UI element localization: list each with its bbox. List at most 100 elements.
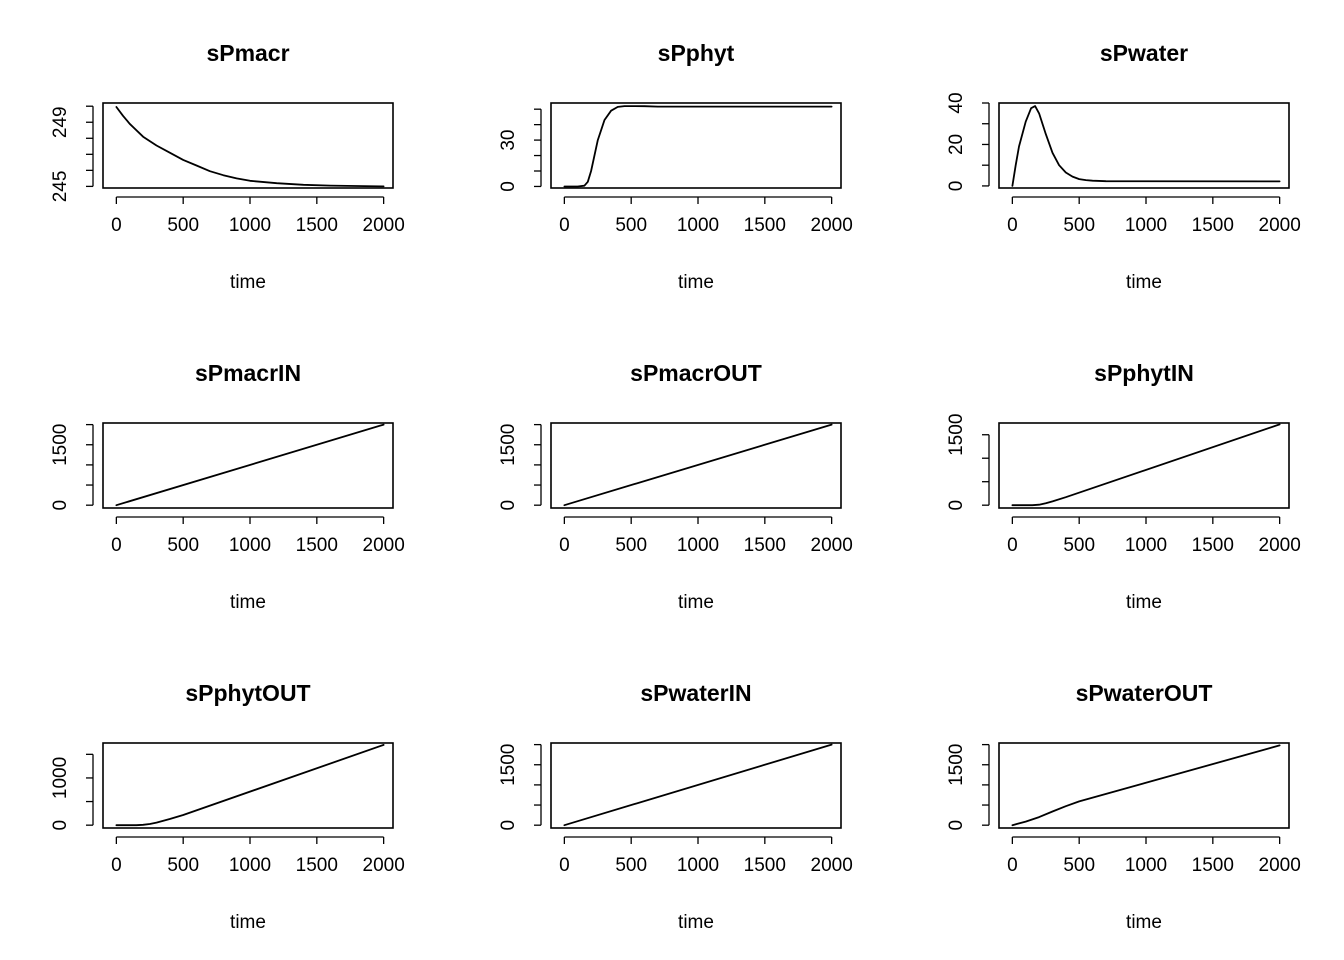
y-tick-label: 1500 bbox=[498, 424, 519, 466]
x-tick-label: 1500 bbox=[744, 215, 786, 236]
y-axis: 0 1500 bbox=[946, 744, 990, 831]
x-axis: 0 500 1000 1500 2000 bbox=[111, 196, 405, 236]
x-tick-label: 1500 bbox=[296, 215, 338, 236]
x-tick-label: 1000 bbox=[229, 535, 271, 556]
y-tick-label: 0 bbox=[498, 181, 519, 192]
series-line-sPmacr bbox=[115, 106, 385, 188]
series-line-sPwaterIN bbox=[563, 743, 833, 827]
panel-title: sPmacrIN bbox=[195, 360, 301, 386]
y-tick-label: 1500 bbox=[498, 744, 519, 786]
y-axis: 0 1500 bbox=[50, 424, 94, 510]
series-line-sPphyt bbox=[563, 105, 833, 188]
y-tick-label: 1000 bbox=[50, 757, 71, 799]
plot-frame bbox=[102, 422, 394, 509]
x-tick-label: 500 bbox=[167, 215, 199, 236]
x-tick-label: 500 bbox=[1063, 215, 1095, 236]
x-tick-label: 500 bbox=[167, 855, 199, 876]
panel-sPmacrOUT: sPmacrOUT 0 500 1000 1500 2000 0 1500 time bbox=[498, 360, 853, 613]
x-tick-label: 500 bbox=[1063, 535, 1095, 556]
series-line-sPphytOUT bbox=[115, 744, 385, 827]
series-line-sPmacrIN bbox=[115, 423, 385, 507]
x-tick-label: 0 bbox=[559, 855, 570, 876]
x-tick-label: 2000 bbox=[811, 535, 853, 556]
plot-frame bbox=[550, 102, 842, 189]
panel-sPwaterIN: sPwaterIN 0 500 1000 1500 2000 0 1500 time bbox=[498, 680, 853, 933]
plot-frame bbox=[102, 102, 394, 189]
x-tick-label: 0 bbox=[1007, 215, 1018, 236]
x-tick-label: 0 bbox=[559, 535, 570, 556]
x-tick-label: 500 bbox=[615, 535, 647, 556]
x-tick-label: 2000 bbox=[363, 855, 405, 876]
panel-title: sPmacr bbox=[206, 40, 289, 66]
x-tick-label: 0 bbox=[111, 535, 122, 556]
plot-frame bbox=[998, 102, 1290, 189]
x-tick-label: 500 bbox=[615, 855, 647, 876]
x-tick-label: 0 bbox=[1007, 535, 1018, 556]
panel-sPphyt: sPphyt 0 500 1000 1500 2000 0 30 time bbox=[498, 40, 853, 293]
y-tick-label: 0 bbox=[946, 181, 967, 192]
y-tick-label: 0 bbox=[498, 820, 519, 831]
x-tick-label: 1000 bbox=[1125, 855, 1167, 876]
x-tick-label: 1500 bbox=[1192, 855, 1234, 876]
y-tick-label: 0 bbox=[946, 820, 967, 831]
x-axis-label: time bbox=[230, 272, 266, 293]
x-tick-label: 1500 bbox=[744, 535, 786, 556]
series-line-sPwater bbox=[1011, 105, 1281, 187]
y-tick-label: 1500 bbox=[50, 424, 71, 466]
x-tick-label: 0 bbox=[111, 215, 122, 236]
x-axis-label: time bbox=[678, 912, 714, 933]
plot-frame bbox=[998, 742, 1290, 829]
x-tick-label: 1000 bbox=[677, 215, 719, 236]
x-tick-label: 2000 bbox=[1259, 535, 1301, 556]
panel-sPphytIN: sPphytIN 0 500 1000 1500 2000 0 1500 time bbox=[946, 360, 1301, 613]
x-axis-label: time bbox=[1126, 272, 1162, 293]
panel-title: sPphytIN bbox=[1094, 360, 1194, 386]
panel-title: sPmacrOUT bbox=[630, 360, 762, 386]
panel-sPwaterOUT: sPwaterOUT 0 500 1000 1500 2000 0 1500 time bbox=[946, 680, 1301, 933]
y-tick-label: 1500 bbox=[946, 414, 967, 456]
x-axis: 0 500 1000 1500 2000 bbox=[111, 516, 405, 556]
panel-sPwater: sPwater 0 500 1000 1500 2000 0 20 40 time bbox=[946, 40, 1301, 293]
x-tick-label: 500 bbox=[1063, 855, 1095, 876]
y-tick-label: 249 bbox=[50, 106, 71, 138]
y-tick-label: 245 bbox=[50, 171, 71, 203]
x-tick-label: 2000 bbox=[1259, 215, 1301, 236]
y-axis: 0 1500 bbox=[498, 424, 542, 510]
x-axis-label: time bbox=[1126, 592, 1162, 613]
series-line-sPmacrOUT bbox=[563, 423, 833, 507]
x-axis: 0 500 1000 1500 2000 bbox=[559, 516, 853, 556]
panel-title: sPphytOUT bbox=[185, 680, 310, 706]
x-axis-label: time bbox=[678, 272, 714, 293]
x-axis: 0 500 1000 1500 2000 bbox=[1007, 196, 1301, 236]
plot-frame bbox=[550, 422, 842, 509]
x-tick-label: 1000 bbox=[677, 855, 719, 876]
y-tick-label: 1500 bbox=[946, 744, 967, 786]
plot-frame bbox=[550, 742, 842, 829]
plot-frame bbox=[102, 742, 394, 829]
x-axis: 0 500 1000 1500 2000 bbox=[1007, 516, 1301, 556]
x-axis: 0 500 1000 1500 2000 bbox=[559, 836, 853, 876]
y-axis: 0 20 40 bbox=[946, 92, 990, 192]
x-tick-label: 1000 bbox=[1125, 215, 1167, 236]
y-tick-label: 30 bbox=[498, 130, 519, 151]
x-axis-label: time bbox=[1126, 912, 1162, 933]
panel-title: sPwaterOUT bbox=[1076, 680, 1213, 706]
x-tick-label: 2000 bbox=[363, 535, 405, 556]
x-tick-label: 1500 bbox=[296, 535, 338, 556]
panel-title: sPwater bbox=[1100, 40, 1188, 66]
panel-sPmacr: sPmacr 0 500 1000 1500 2000 245 249 time bbox=[50, 40, 405, 293]
x-axis-label: time bbox=[678, 592, 714, 613]
x-tick-label: 0 bbox=[559, 215, 570, 236]
y-axis: 245 249 bbox=[50, 105, 94, 203]
x-tick-label: 2000 bbox=[1259, 855, 1301, 876]
x-tick-label: 1000 bbox=[229, 215, 271, 236]
x-tick-label: 1500 bbox=[296, 855, 338, 876]
y-tick-label: 40 bbox=[946, 92, 967, 113]
series-line-sPwaterOUT bbox=[1011, 744, 1281, 827]
panel-title: sPwaterIN bbox=[640, 680, 751, 706]
series-line-sPphytIN bbox=[1011, 423, 1281, 507]
x-tick-label: 500 bbox=[167, 535, 199, 556]
y-axis: 0 30 bbox=[498, 108, 542, 192]
x-tick-label: 2000 bbox=[811, 215, 853, 236]
